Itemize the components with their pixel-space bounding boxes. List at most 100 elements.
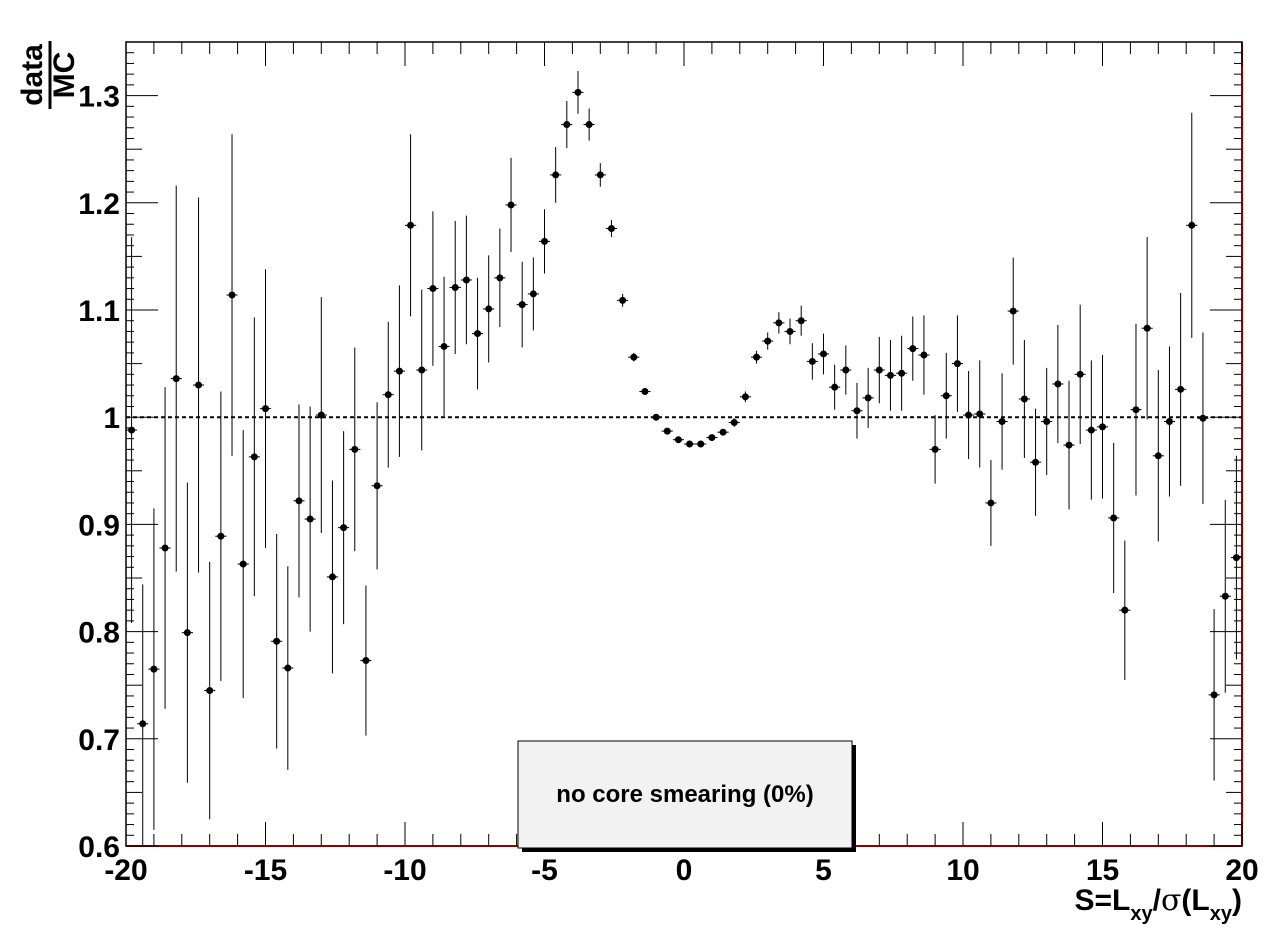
data-point [150, 665, 158, 673]
data-point [842, 366, 850, 374]
data-point [976, 410, 984, 418]
data-point [764, 337, 772, 345]
data-point [797, 317, 805, 325]
data-point [496, 274, 504, 282]
data-point [340, 524, 348, 532]
data-point [1143, 324, 1151, 332]
data-point [1054, 380, 1062, 388]
y-tick-label: 0.8 [78, 617, 120, 650]
data-point [619, 296, 627, 304]
data-point [1099, 423, 1106, 431]
y-axis-title-denominator: MC [48, 52, 81, 99]
legend-box: no core smearing (0%) [517, 740, 856, 852]
x-tick-label: 20 [1225, 854, 1258, 887]
data-point [407, 221, 415, 229]
data-point [1043, 417, 1051, 425]
data-point [853, 407, 861, 415]
x-tick-label: -20 [104, 854, 147, 887]
data-point [1154, 452, 1162, 460]
x-tick-label: 15 [1086, 854, 1119, 887]
data-point [998, 417, 1006, 425]
data-point [753, 353, 761, 361]
data-point [250, 453, 258, 461]
x-tick-label: -5 [531, 854, 558, 887]
data-points [126, 70, 1242, 846]
data-point [139, 720, 147, 728]
data-point [239, 560, 247, 568]
data-point [775, 319, 783, 327]
data-point [1210, 691, 1218, 699]
x-tick-label: 5 [815, 854, 832, 887]
x-tick-label: 10 [946, 854, 979, 887]
data-point [373, 482, 381, 490]
data-point [1232, 554, 1240, 562]
y-axis-title: data MC [16, 41, 81, 109]
data-point [362, 657, 370, 665]
data-point [1199, 414, 1207, 422]
data-point [1188, 221, 1196, 229]
data-point [1076, 370, 1084, 378]
data-point [786, 327, 794, 335]
data-point [641, 387, 649, 395]
data-point [965, 411, 973, 419]
data-point [953, 360, 961, 368]
data-point [429, 285, 437, 293]
data-point [1009, 307, 1017, 315]
data-point [507, 201, 515, 209]
data-point [875, 366, 883, 374]
x-axis-ticks: -20 -15 -10 -5 0 5 10 15 20 [104, 42, 1259, 887]
y-tick-label: 0.7 [78, 724, 120, 757]
data-point [652, 413, 660, 421]
data-point [730, 419, 738, 427]
data-point [262, 405, 269, 413]
data-point [674, 436, 682, 444]
data-point [284, 664, 292, 672]
y-tick-label: 0.9 [78, 509, 120, 542]
data-point [697, 440, 705, 448]
data-point [808, 357, 816, 365]
data-point [1121, 606, 1129, 614]
data-point [942, 392, 950, 400]
data-point [1032, 458, 1040, 466]
y-tick-label: 1.3 [78, 81, 120, 114]
data-point [596, 171, 604, 179]
data-point [183, 629, 191, 637]
data-point [273, 637, 281, 645]
data-point [306, 515, 314, 523]
data-point [161, 544, 169, 552]
data-point [864, 394, 872, 402]
data-point [518, 301, 526, 309]
data-point [719, 428, 727, 436]
data-point [574, 88, 582, 96]
data-point [317, 411, 325, 419]
data-point [541, 237, 548, 245]
data-point [440, 342, 448, 350]
data-point [1177, 385, 1185, 393]
data-point [474, 330, 482, 338]
x-tick-label: 0 [676, 854, 693, 887]
data-point [607, 225, 615, 233]
data-point [831, 383, 839, 391]
data-point [920, 351, 928, 359]
data-point [585, 121, 593, 129]
data-point [451, 283, 459, 291]
x-tick-label: -15 [244, 854, 287, 887]
data-point [886, 371, 894, 379]
y-tick-label: 1 [103, 402, 120, 435]
data-point [741, 393, 749, 401]
data-point [820, 350, 827, 358]
y-axis-title-numerator: data [16, 44, 49, 106]
data-point [987, 499, 995, 507]
y-tick-label: 0.6 [78, 831, 120, 864]
y-tick-label: 1.1 [78, 295, 120, 328]
data-point [630, 353, 638, 361]
data-point [395, 367, 403, 375]
data-point [384, 391, 392, 399]
data-point [552, 171, 560, 179]
x-tick-label: -10 [383, 854, 426, 887]
data-point [206, 687, 214, 695]
data-point [1110, 514, 1118, 522]
data-point [1087, 426, 1095, 434]
data-point [1020, 395, 1028, 403]
data-point [931, 445, 939, 453]
